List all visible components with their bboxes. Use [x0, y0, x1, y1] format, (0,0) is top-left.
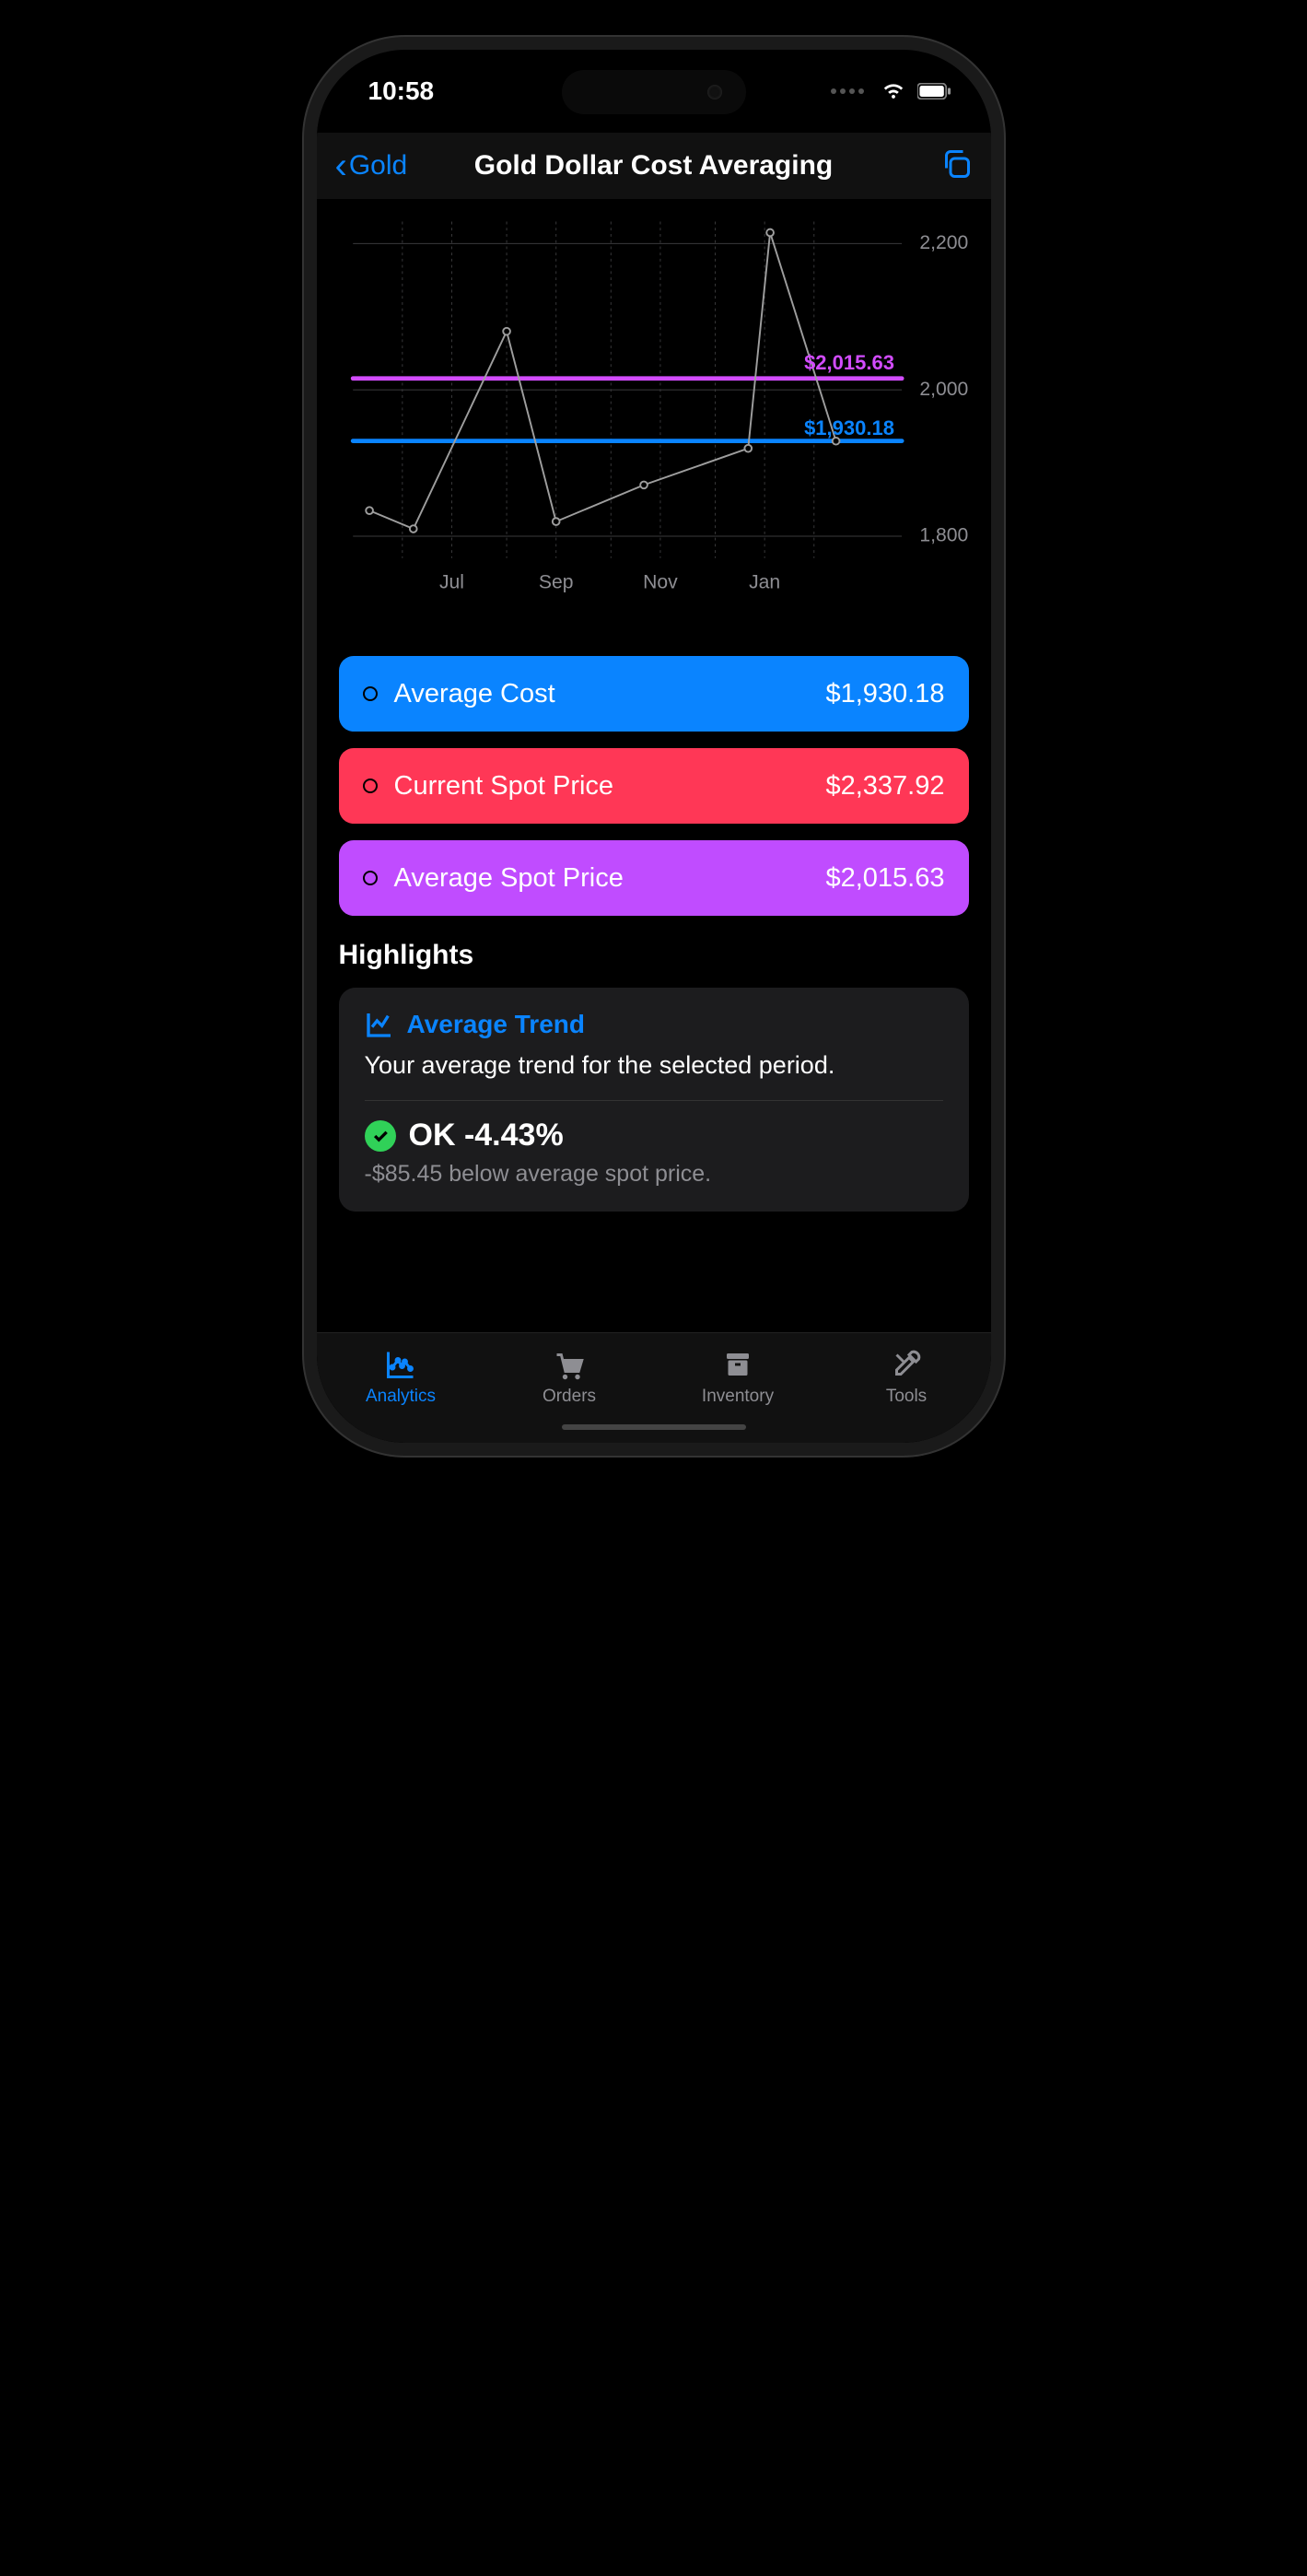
copy-icon — [939, 147, 973, 181]
wifi-icon — [881, 76, 906, 106]
price-chart[interactable]: 1,800 2,000 2,200 Jul Sep Nov Jan $2,015.63 $1… — [335, 205, 973, 628]
tab-label: Analytics — [366, 1387, 436, 1407]
back-label: Gold — [349, 150, 407, 181]
status-label: OK -4.43% — [409, 1118, 564, 1153]
cart-icon — [551, 1348, 588, 1381]
marker-icon — [363, 686, 378, 701]
highlight-header: Average Trend — [365, 1010, 943, 1039]
svg-text:Nov: Nov — [643, 571, 678, 592]
cellular-dots-icon — [831, 88, 864, 94]
tab-label: Tools — [886, 1387, 927, 1407]
phone-frame: 10:58 ‹ Gold Gold Dollar Cost Averaging — [304, 37, 1004, 1456]
power-button — [1002, 437, 1004, 584]
highlight-status: OK -4.43% — [365, 1118, 943, 1153]
tools-icon — [888, 1348, 925, 1381]
tab-orders[interactable]: Orders — [485, 1333, 654, 1421]
svg-text:2,200: 2,200 — [919, 232, 968, 253]
stat-label: Average Spot Price — [394, 863, 826, 894]
highlight-title: Average Trend — [407, 1010, 585, 1039]
stat-card-avg-cost[interactable]: Average Cost $1,930.18 — [339, 656, 969, 732]
stat-value: $1,930.18 — [825, 679, 944, 709]
screen: 10:58 ‹ Gold Gold Dollar Cost Averaging — [317, 50, 991, 1443]
content: 1,800 2,000 2,200 Jul Sep Nov Jan $2,015.63 $1… — [317, 199, 991, 1332]
analytics-icon — [382, 1348, 419, 1381]
avg-spot-line-label: $2,015.63 — [804, 351, 894, 375]
box-icon — [719, 1348, 756, 1381]
stat-value: $2,015.63 — [825, 863, 944, 894]
highlight-subtext: -$85.45 below average spot price. — [365, 1161, 943, 1188]
back-button[interactable]: ‹ Gold — [335, 147, 408, 184]
trend-icon — [365, 1010, 394, 1039]
stat-cards: Average Cost $1,930.18 Current Spot Pric… — [317, 628, 991, 916]
tab-label: Orders — [543, 1387, 596, 1407]
stat-card-avg-spot[interactable]: Average Spot Price $2,015.63 — [339, 840, 969, 916]
highlights-title: Highlights — [339, 940, 969, 971]
svg-text:Jul: Jul — [438, 571, 463, 592]
volume-up-button — [304, 400, 306, 501]
copy-button[interactable] — [939, 147, 973, 185]
svg-text:2,000: 2,000 — [919, 379, 968, 400]
svg-text:1,800: 1,800 — [919, 525, 968, 546]
status-right — [831, 76, 951, 106]
chevron-left-icon: ‹ — [335, 147, 347, 184]
avg-cost-line-label: $1,930.18 — [804, 416, 894, 440]
svg-text:Jan: Jan — [749, 571, 780, 592]
dynamic-island — [562, 70, 746, 114]
status-time: 10:58 — [368, 76, 435, 106]
stat-card-current-spot[interactable]: Current Spot Price $2,337.92 — [339, 748, 969, 824]
stat-value: $2,337.92 — [825, 771, 944, 802]
battery-icon — [917, 76, 951, 106]
mute-switch — [304, 308, 306, 363]
tab-analytics[interactable]: Analytics — [317, 1333, 485, 1421]
tab-tools[interactable]: Tools — [823, 1333, 991, 1421]
home-indicator[interactable] — [562, 1424, 746, 1430]
marker-icon — [363, 779, 378, 793]
stat-label: Current Spot Price — [394, 771, 826, 802]
volume-down-button — [304, 520, 306, 621]
tab-inventory[interactable]: Inventory — [654, 1333, 823, 1421]
page-title: Gold Dollar Cost Averaging — [474, 150, 834, 181]
highlight-card-avg-trend: Average Trend Your average trend for the… — [339, 988, 969, 1212]
ok-badge-icon — [365, 1120, 396, 1152]
highlight-desc: Your average trend for the selected peri… — [365, 1048, 943, 1101]
highlights-section: Highlights Average Trend Your average tr… — [317, 916, 991, 1212]
svg-text:Sep: Sep — [538, 571, 573, 592]
stat-label: Average Cost — [394, 679, 826, 709]
tab-label: Inventory — [702, 1387, 774, 1407]
navbar: ‹ Gold Gold Dollar Cost Averaging — [317, 133, 991, 199]
marker-icon — [363, 871, 378, 885]
